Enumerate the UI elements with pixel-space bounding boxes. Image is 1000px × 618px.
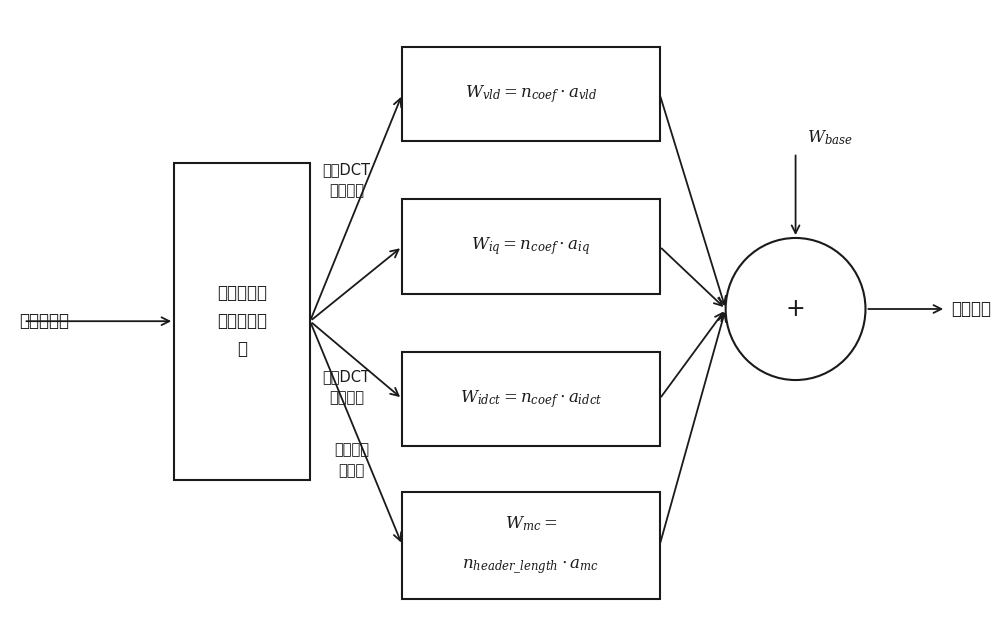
Text: $W_{base}$: $W_{base}$ — [807, 128, 853, 146]
Text: $n_{header\_length} \cdot a_{mc}$: $n_{header\_length} \cdot a_{mc}$ — [462, 557, 600, 576]
Bar — [402, 352, 660, 446]
Text: 总复杂度: 总复杂度 — [951, 300, 991, 318]
Text: $W_{idct} = n_{coef} \cdot a_{idct}$: $W_{idct} = n_{coef} \cdot a_{idct}$ — [460, 388, 602, 410]
Text: 非零DCT
系数数量: 非零DCT 系数数量 — [322, 163, 370, 198]
Bar — [402, 199, 660, 294]
Text: 宏块头信
息长度: 宏块头信 息长度 — [334, 442, 369, 478]
Text: $W_{iq} = n_{coef} \cdot a_{iq}$: $W_{iq} = n_{coef} \cdot a_{iq}$ — [471, 235, 591, 258]
Text: +: + — [786, 297, 805, 321]
Text: 非零DCT
系数数量: 非零DCT 系数数量 — [322, 369, 370, 405]
Text: $W_{vld} = n_{coef} \cdot a_{vld}$: $W_{vld} = n_{coef} \cdot a_{vld}$ — [465, 83, 597, 105]
Text: 相关信息采
集及参数计
算: 相关信息采 集及参数计 算 — [217, 284, 267, 358]
Bar — [402, 492, 660, 599]
Ellipse shape — [726, 238, 865, 380]
Bar — [174, 163, 310, 480]
Text: $W_{mc} =$: $W_{mc} =$ — [505, 515, 557, 533]
Text: 宏块头信息: 宏块头信息 — [19, 312, 69, 330]
Bar — [402, 47, 660, 142]
